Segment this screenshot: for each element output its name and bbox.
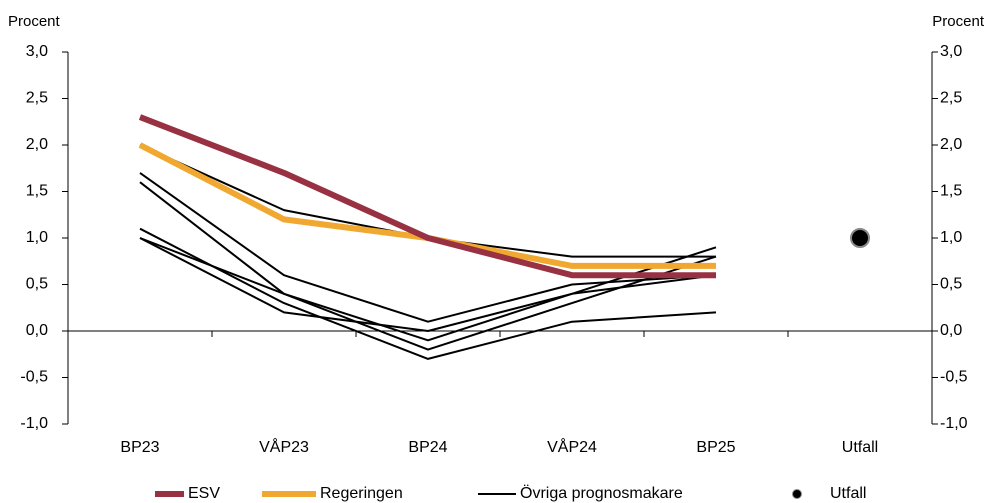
x-tick-label: BP23 <box>120 439 159 456</box>
line-0 <box>138 114 716 279</box>
y-tick-label: 2,5 <box>26 90 48 107</box>
y-tick-label: 1,0 <box>26 229 48 246</box>
y-tick-label: 0,0 <box>26 322 48 339</box>
legend-dot <box>792 489 802 499</box>
y2-tick-label: 0,0 <box>940 322 962 339</box>
y2-tick-label: 0,5 <box>940 276 962 293</box>
y-tick-label: -0,5 <box>20 369 48 386</box>
x-tick-label: VÅP23 <box>259 437 309 456</box>
dot <box>850 228 870 248</box>
y2-axis-label: Procent <box>932 13 985 30</box>
line-other <box>139 172 717 323</box>
y-tick-label: 1,5 <box>26 183 48 200</box>
legend-label: Utfall <box>830 485 866 502</box>
line-other <box>139 237 717 332</box>
line-other <box>139 237 717 342</box>
y-tick-label: 0,5 <box>26 276 48 293</box>
legend-label: ESV <box>188 485 220 502</box>
y2-tick-label: 1,5 <box>940 183 962 200</box>
x-tick-label: VÅP24 <box>547 437 597 456</box>
y-tick-label: -1,0 <box>20 415 48 432</box>
x-tick-label: BP24 <box>408 439 447 456</box>
y2-tick-label: 2,0 <box>940 136 962 153</box>
x-tick-label: Utfall <box>842 439 878 456</box>
y-tick-label: 2,0 <box>26 136 48 153</box>
line-other <box>139 227 717 360</box>
line-1 <box>138 142 716 269</box>
y2-tick-label: 2,5 <box>940 90 962 107</box>
legend-label: Regeringen <box>320 485 403 502</box>
x-tick-label: BP25 <box>696 439 735 456</box>
y2-tick-label: -1,0 <box>940 415 968 432</box>
y2-tick-label: -0,5 <box>940 369 968 386</box>
y-tick-label: 3,0 <box>26 43 48 60</box>
y-axis-label: Procent <box>8 13 61 30</box>
y2-tick-label: 3,0 <box>940 43 962 60</box>
legend-label: Övriga prognosmakare <box>520 484 683 502</box>
y2-tick-label: 1,0 <box>940 229 962 246</box>
